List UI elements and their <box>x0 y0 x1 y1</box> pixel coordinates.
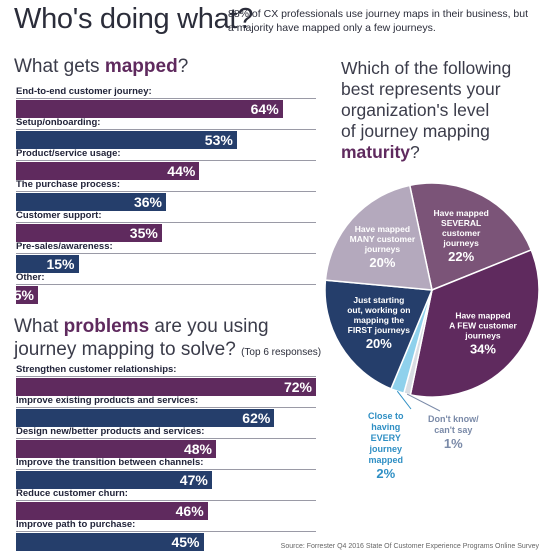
pie-callout-label-3-3: journey <box>369 444 403 454</box>
problems-value-5: 45% <box>171 534 200 550</box>
mapped-bar-1: 53% <box>16 131 237 149</box>
mapped-bar-0: 64% <box>16 100 283 118</box>
problems-value-1: 62% <box>242 410 271 426</box>
source-note: Source: Forrester Q4 2016 State Of Custo… <box>280 543 539 550</box>
pie-callout-label-3-1: having <box>371 422 401 432</box>
pie-slice-value-0: 22% <box>448 249 474 264</box>
mapped-bar-3: 36% <box>16 193 166 211</box>
pie-callout-label-3-0: Close to <box>368 411 404 421</box>
pie-slice-1 <box>409 248 540 398</box>
page-subtitle: 88% of CX professionals use journey maps… <box>228 8 528 34</box>
pie-slice-label-0-0: Have mapped <box>433 208 488 218</box>
mapped-bar-5: 15% <box>16 255 79 273</box>
pie-callout-label-3-4: mapped <box>368 455 404 465</box>
mapped-label-4: Customer support: <box>16 210 102 221</box>
mapped-value-1: 53% <box>204 132 233 148</box>
pie-callout-line-3 <box>396 390 412 410</box>
problems-underline-1 <box>16 407 316 408</box>
pie-slice-label-4-3: FIRST journeys <box>348 325 411 335</box>
problems-underline-0 <box>16 376 316 377</box>
pie-slice-label-4-0: Just starting <box>353 295 404 305</box>
pie-slice-label-4-2: mapping the <box>354 315 405 325</box>
pie-question: Which of the following best represents y… <box>341 58 512 162</box>
problems-value-4: 46% <box>175 503 204 519</box>
pie-callout-label-2-1: can't say <box>434 425 473 435</box>
mapped-value-4: 35% <box>129 225 158 241</box>
problems-section-note: (Top 6 responses) <box>241 347 322 358</box>
mapped-value-3: 36% <box>133 194 162 210</box>
mapped-label-2: Product/service usage: <box>16 148 121 159</box>
problems-value-2: 48% <box>183 441 212 457</box>
mapped-underline-0 <box>16 98 316 99</box>
mapped-label-1: Setup/onboarding: <box>16 117 101 128</box>
page-title: Who's doing what? <box>14 3 254 35</box>
problems-underline-4 <box>16 500 316 501</box>
pie-slice-4 <box>324 279 434 390</box>
pie-slice-label-0-2: customer <box>442 228 481 238</box>
problems-label-0: Strengthen customer relationships: <box>16 364 177 375</box>
problems-label-3: Improve the transition between channels: <box>16 457 204 468</box>
pie-callout-line-2 <box>406 393 441 412</box>
problems-bar-0: 72% <box>16 378 316 396</box>
pie-callout-value-2: 1% <box>443 436 463 451</box>
mapped-bar-6: 5% <box>13 286 38 304</box>
pie-slice-label-1-1: A FEW customer <box>449 320 517 330</box>
mapped-value-5: 15% <box>46 256 75 272</box>
problems-section-title-line1: What problems are you using <box>14 316 269 337</box>
problems-underline-2 <box>16 438 316 439</box>
pie-slice-label-0-1: SEVERAL <box>441 218 481 228</box>
mapped-section-title: What gets mapped? <box>14 56 189 77</box>
problems-bar-3: 47% <box>16 471 212 489</box>
mapped-underline-4 <box>16 222 316 223</box>
mapped-label-0: End-to-end customer journey: <box>16 86 152 97</box>
problems-bar-5: 45% <box>16 533 204 551</box>
pie-slice-label-0-3: journeys <box>442 238 479 248</box>
problems-label-1: Improve existing products and services: <box>16 395 199 406</box>
problems-bar-4: 46% <box>16 502 208 520</box>
mapped-underline-6 <box>16 284 316 285</box>
mapped-underline-2 <box>16 160 316 161</box>
pie-callout-2: Don't know/can't say 1% <box>428 414 479 451</box>
problems-bar-2: 48% <box>16 440 216 458</box>
problems-label-5: Improve path to purchase: <box>16 519 136 530</box>
pie-slice-0 <box>408 182 533 292</box>
problems-section-title-line2: journey mapping to solve? (Top 6 respons… <box>14 339 322 360</box>
mapped-bar-4: 35% <box>16 224 162 242</box>
pie-slice-label-1-2: journeys <box>464 330 501 340</box>
mapped-bar-2: 44% <box>16 162 200 180</box>
pie-callout-label-3-2: EVERY <box>370 433 401 443</box>
mapped-label-6: Other: <box>16 272 45 283</box>
pie-slice-label-5-1: MANY customer <box>350 234 416 244</box>
problems-label-2: Design new/better products and services: <box>16 426 205 437</box>
problems-underline-3 <box>16 469 316 470</box>
problems-label-4: Reduce customer churn: <box>16 488 128 499</box>
pie-slice-label-5-2: journeys <box>364 244 401 254</box>
mapped-value-2: 44% <box>167 163 196 179</box>
pie-slice-5 <box>324 184 433 291</box>
pie-slice-label-5-0: Have mapped <box>355 224 410 234</box>
mapped-label-3: The purchase process: <box>16 179 121 190</box>
mapped-underline-5 <box>16 253 316 254</box>
pie-slice-label-1-0: Have mapped <box>455 310 510 320</box>
problems-value-3: 47% <box>179 472 208 488</box>
mapped-value-6: 5% <box>13 287 34 303</box>
pie-slice-value-1: 34% <box>470 341 496 356</box>
pie-callout-label-2-0: Don't know/ <box>428 414 479 424</box>
mapped-label-5: Pre-sales/awareness: <box>16 241 113 252</box>
pie-slice-label-4-1: out, working on <box>347 305 410 315</box>
mapped-underline-3 <box>16 191 316 192</box>
pie-slice-value-4: 20% <box>366 336 392 351</box>
pie-slice-value-5: 20% <box>369 255 395 270</box>
mapped-underline-1 <box>16 129 316 130</box>
pie-callout-value-3: 2% <box>376 466 396 481</box>
problems-bar-1: 62% <box>16 409 275 427</box>
pie-callout-3: Close to having EVERY journey mapped 2% <box>368 411 404 481</box>
problems-underline-5 <box>16 531 316 532</box>
problems-value-0: 72% <box>283 379 312 395</box>
mapped-value-0: 64% <box>250 101 279 117</box>
